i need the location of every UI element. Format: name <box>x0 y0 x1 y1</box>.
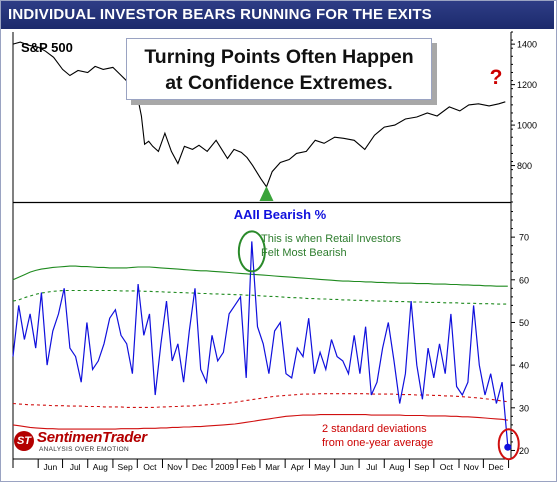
chart-title-bar: INDIVIDUAL INVESTOR BEARS RUNNING FOR TH… <box>1 1 554 29</box>
x-tick-label: Jun <box>44 462 58 472</box>
latest-highlight-ellipse <box>497 428 520 461</box>
aaii-y-tick-label: 40 <box>519 361 529 371</box>
question-mark: ? <box>490 66 503 89</box>
logo-tagline: ANALYSIS OVER EMOTION <box>39 446 129 453</box>
peak-annotation-line: Felt Most Bearish <box>261 247 347 259</box>
callout-box: Turning Points Often Happen at Confidenc… <box>126 38 432 100</box>
x-tick-label: Oct <box>440 462 454 472</box>
aaii-y-tick-label: 30 <box>519 403 529 413</box>
spx-y-tick-label: 800 <box>517 161 532 171</box>
x-tick-label: Aug <box>93 462 108 472</box>
callout-line-1: Turning Points Often Happen <box>144 46 414 68</box>
callout-line-2: at Confidence Extremes. <box>165 72 393 94</box>
upper-band-1sd <box>12 289 508 305</box>
logo-mark-icon: ST <box>14 431 34 451</box>
market-bottom-arrow-icon <box>259 186 274 201</box>
aaii-label: AAII Bearish % <box>234 207 327 222</box>
x-tick-label: Jun <box>340 462 354 472</box>
x-tick-label: Nov <box>167 462 183 472</box>
aaii-y-tick-label: 60 <box>519 275 529 285</box>
x-tick-label: Dec <box>192 462 208 472</box>
peak-highlight-ellipse <box>237 230 266 273</box>
spx-line <box>12 41 506 188</box>
band-annotation-line: 2 standard deviations <box>322 423 427 435</box>
aaii-y-tick-label: 50 <box>519 318 529 328</box>
lower-band-2sd <box>12 414 508 430</box>
x-tick-label: Feb <box>241 462 256 472</box>
spx-y-tick-label: 1200 <box>517 80 537 90</box>
spx-y-tick-label: 1400 <box>517 40 537 50</box>
x-tick-label: Nov <box>464 462 480 472</box>
x-tick-label: May <box>314 462 331 472</box>
x-tick-label: Sep <box>414 462 429 472</box>
x-tick-label: Aug <box>389 462 404 472</box>
x-tick-label: 2009 <box>215 462 234 472</box>
aaii-y-tick-label: 70 <box>519 233 529 243</box>
band-annotation-line: from one-year average <box>322 437 433 449</box>
x-tick-label: Apr <box>291 462 304 472</box>
x-tick-label: Dec <box>488 462 504 472</box>
spx-label: S&P 500 <box>21 40 73 55</box>
lower-band-1sd <box>12 393 508 408</box>
x-tick-label: Jul <box>70 462 81 472</box>
x-tick-label: Mar <box>265 462 280 472</box>
x-tick-label: Oct <box>143 462 157 472</box>
x-tick-label: Jul <box>366 462 377 472</box>
upper-band-2sd <box>12 265 508 287</box>
chart-title: INDIVIDUAL INVESTOR BEARS RUNNING FOR TH… <box>8 6 432 23</box>
peak-annotation-line: This is when Retail Investors <box>261 233 401 245</box>
logo-name: SentimenTrader <box>37 429 147 446</box>
x-tick-label: Sep <box>118 462 133 472</box>
spx-y-tick-label: 1000 <box>517 121 537 131</box>
aaii-bearish-line <box>12 241 509 447</box>
aaii-y-tick-label: 20 <box>519 446 529 456</box>
latest-point-marker <box>504 443 512 451</box>
